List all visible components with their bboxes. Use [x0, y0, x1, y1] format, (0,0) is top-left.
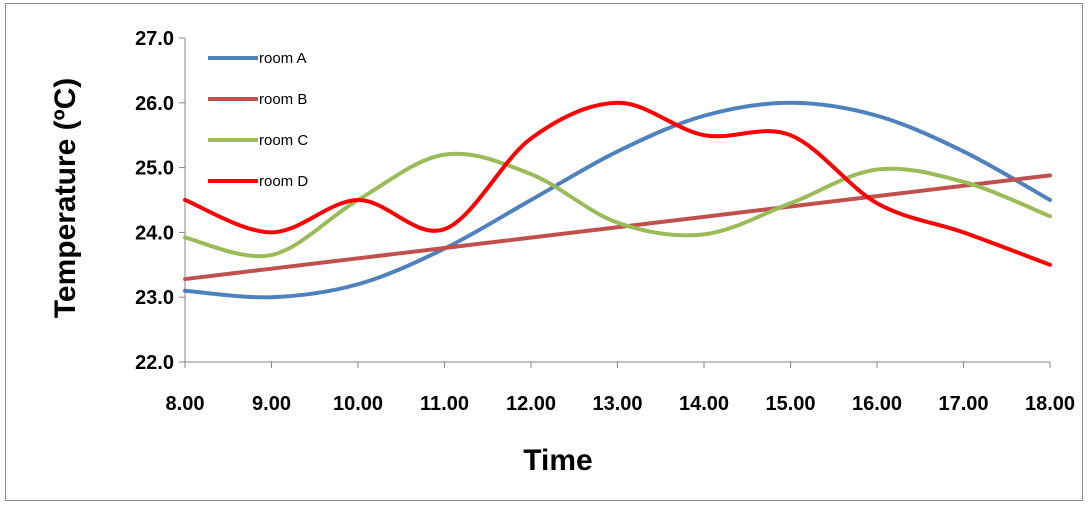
x-tick-label: 9.00	[252, 393, 291, 415]
y-axis-title: Temperature (ºC)	[49, 78, 82, 318]
legend-label-room-d: room D	[259, 173, 308, 190]
y-tick-label: 23.0	[135, 287, 174, 309]
legend-label-room-b: room B	[259, 91, 307, 108]
x-tick-label: 16.00	[852, 393, 902, 415]
x-tick-label: 14.00	[679, 393, 729, 415]
series-line-room-a	[183, 100, 1052, 300]
series-line-room-d	[183, 100, 1052, 267]
y-tick-labels: 22.0 23.0 24.0 25.0 26.0 27.0	[135, 28, 185, 374]
series-line-room-c	[183, 151, 1052, 259]
y-tick-label: 24.0	[135, 222, 174, 244]
y-tick-label: 27.0	[135, 28, 174, 50]
x-tick-labels: 8.00 9.00 10.00 11.00 12.00 13.00 14.00 15.00 16…	[166, 362, 1075, 415]
series-line-room-b	[183, 173, 1052, 282]
x-tick-label: 13.00	[592, 393, 642, 415]
axes	[184, 38, 1050, 363]
x-tick-label: 10.00	[333, 393, 383, 415]
x-tick-label: 8.00	[166, 393, 205, 415]
legend-label-room-c: room C	[259, 132, 308, 149]
x-tick-label: 12.00	[506, 393, 556, 415]
series-lines	[183, 100, 1052, 300]
x-tick-label: 17.00	[938, 393, 988, 415]
y-tick-label: 26.0	[135, 93, 174, 115]
y-tick-label: 22.0	[135, 352, 174, 374]
x-axis-title: Time	[523, 444, 592, 477]
legend-label-room-a: room A	[259, 50, 307, 67]
x-tick-label: 18.00	[1025, 393, 1075, 415]
y-tick-label: 25.0	[135, 158, 174, 180]
x-tick-label: 11.00	[420, 393, 469, 415]
legend: room A room B room C room D	[208, 50, 308, 190]
x-tick-label: 15.00	[765, 393, 815, 415]
